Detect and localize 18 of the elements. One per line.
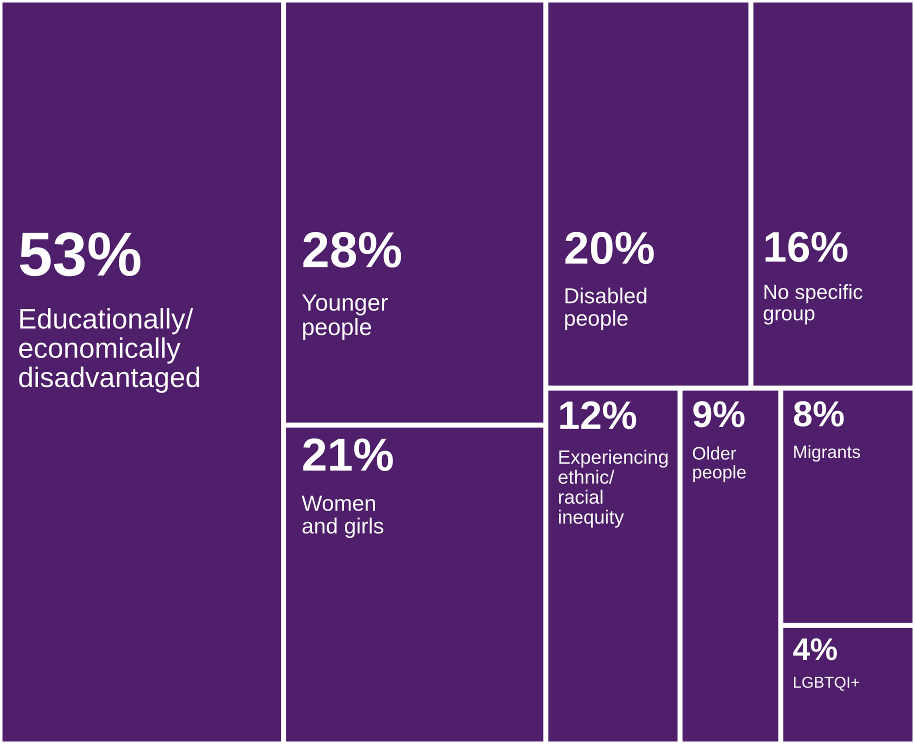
data-label: 12% <box>560 401 636 430</box>
data-label: 8% <box>794 401 844 427</box>
category-label: Younger people <box>302 294 388 340</box>
category-label: No specific group <box>764 284 862 325</box>
category-label: Educationally/ economically disadvantaged <box>19 308 200 393</box>
category-label: LGBTQI+ <box>794 676 860 691</box>
data-label: 16% <box>766 232 848 262</box>
data-label: 21% <box>303 438 393 471</box>
category-label: Disabled people <box>565 288 646 330</box>
category-label: Older people <box>692 446 746 482</box>
category-label: Experiencing ethnic/ racial inequity <box>558 450 668 528</box>
data-label: 9% <box>693 401 745 428</box>
data-label: 4% <box>793 638 837 660</box>
data-label: 28% <box>303 232 402 268</box>
data-label: 20% <box>565 232 654 264</box>
data-label: 53% <box>20 232 140 276</box>
category-label: Migrants <box>794 445 860 462</box>
category-label: Women and girls <box>302 496 384 538</box>
